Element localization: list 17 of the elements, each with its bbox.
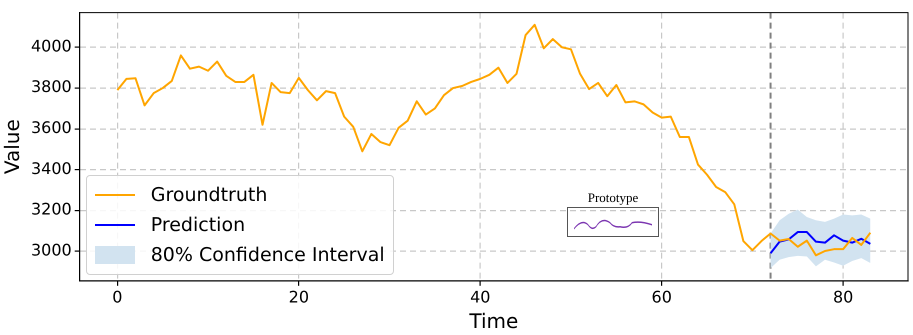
- y-axis-title: Value: [0, 119, 24, 174]
- x-tick-label: 60: [652, 288, 672, 307]
- x-tick-label: 20: [288, 288, 309, 307]
- y-tick-label: 3800: [31, 77, 72, 96]
- legend-label: Prediction: [150, 212, 246, 238]
- y-tick-label: 3600: [31, 118, 72, 138]
- x-axis-title: Time: [468, 309, 518, 334]
- y-tick-label: 3000: [31, 240, 72, 260]
- y-tick-label: 3200: [31, 200, 72, 219]
- x-tick-label: 0: [112, 288, 122, 307]
- legend-label: Groundtruth: [150, 182, 268, 208]
- x-tick-label: 40: [470, 288, 490, 307]
- x-tick-label: 80: [832, 288, 854, 307]
- legend-label: 80% Confidence Interval: [150, 242, 385, 268]
- y-tick-label: 4000: [31, 36, 72, 56]
- y-tick-label: 3400: [31, 158, 72, 178]
- annotation: Prototype: [586, 190, 640, 206]
